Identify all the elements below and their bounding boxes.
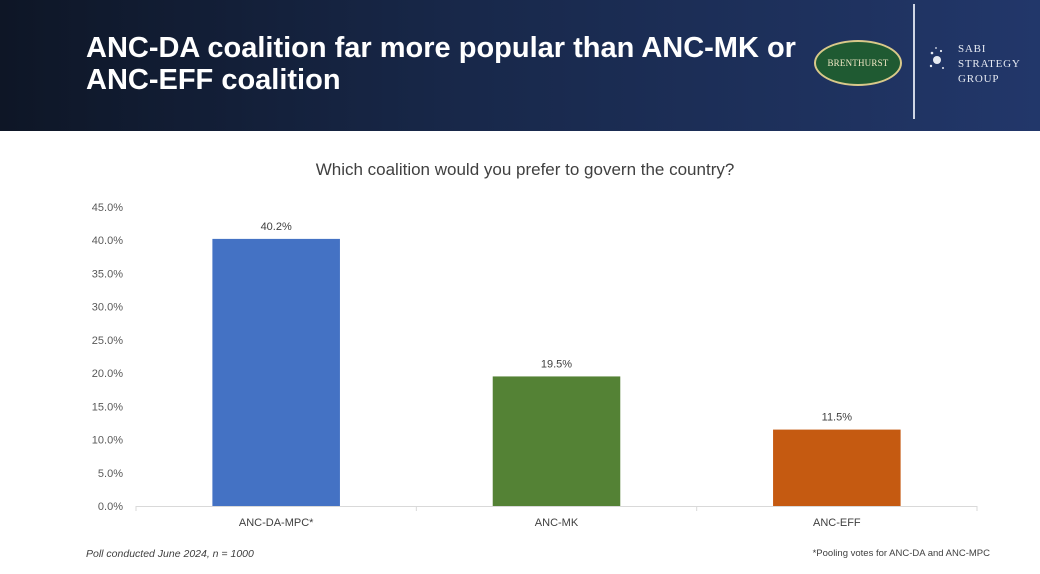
x-tick-label: ANC-MK (535, 517, 579, 529)
chart-title: Which coalition would you prefer to gove… (315, 160, 735, 179)
logo-divider (913, 4, 915, 119)
x-tick-label: ANC-DA-MPC* (239, 517, 314, 529)
data-label: 40.2% (261, 221, 292, 233)
x-tick-label: ANC-EFF (813, 517, 861, 529)
y-tick-label: 25.0% (92, 335, 123, 347)
sabi-line-3: GROUP (958, 73, 1000, 85)
sabi-line-2: STRATEGY (958, 58, 1021, 70)
y-tick-label: 45.0% (92, 202, 123, 214)
y-tick-label: 30.0% (92, 302, 123, 314)
y-tick-label: 10.0% (92, 435, 123, 447)
y-tick-label: 0.0% (98, 501, 123, 513)
header-banner: ANC-DA coalition far more popular than A… (0, 0, 1040, 131)
footnote-poll: Poll conducted June 2024, n = 1000 (86, 548, 254, 560)
data-label: 11.5% (822, 412, 853, 424)
bar-anc-eff (773, 429, 901, 506)
sabi-logo-text: SABI STRATEGY GROUP (958, 42, 1021, 87)
title-line-2: ANC-EFF coalition (86, 64, 341, 96)
bar-anc-mk (492, 376, 621, 506)
y-tick-label: 40.0% (92, 235, 123, 247)
y-tick-label: 5.0% (98, 468, 123, 480)
bar-chart: 0.0% 5.0% 10.0% 15.0% 20.0% 25.0% 30.0% 35.0% 40… (92, 202, 978, 529)
brenthurst-logo-text: BRENTHURST (827, 58, 889, 68)
brenthurst-logo: BRENTHURST (814, 40, 902, 86)
sabi-line-1: SABI (958, 43, 987, 55)
y-tick-label: 20.0% (92, 368, 123, 380)
footnote-pooling: *Pooling votes for ANC-DA and ANC-MPC (812, 548, 990, 559)
y-tick-label: 15.0% (92, 401, 123, 413)
page-title: ANC-DA coalition far more popular than A… (86, 32, 806, 96)
title-line-1: ANC-DA coalition far more popular than A… (86, 32, 796, 64)
y-tick-label: 35.0% (92, 268, 123, 280)
data-label: 19.5% (541, 358, 572, 370)
sabi-logo-icon (929, 47, 944, 69)
bar-anc-da-mpc (212, 238, 340, 506)
